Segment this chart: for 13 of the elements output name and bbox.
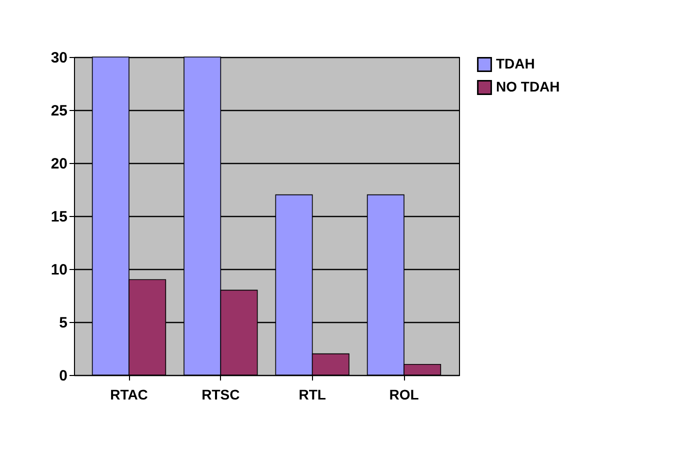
y-tick-label: 25 xyxy=(50,102,68,120)
x-tick-label: RTSC xyxy=(202,386,240,402)
y-tick-label: 15 xyxy=(50,208,68,226)
y-tick-label: 0 xyxy=(59,368,68,384)
x-tick-label: RTAC xyxy=(110,386,148,402)
y-tick-label: 5 xyxy=(59,314,68,332)
y-tick-label: 10 xyxy=(50,262,68,278)
y-tick-label: 30 xyxy=(50,50,68,66)
legend-label: TDAH xyxy=(496,56,535,72)
x-tick-label: ROL xyxy=(389,386,420,402)
legend-label: NO TDAH xyxy=(496,78,560,94)
y-tick-label: 20 xyxy=(50,156,68,172)
x-tick-label: RTL xyxy=(298,386,326,402)
